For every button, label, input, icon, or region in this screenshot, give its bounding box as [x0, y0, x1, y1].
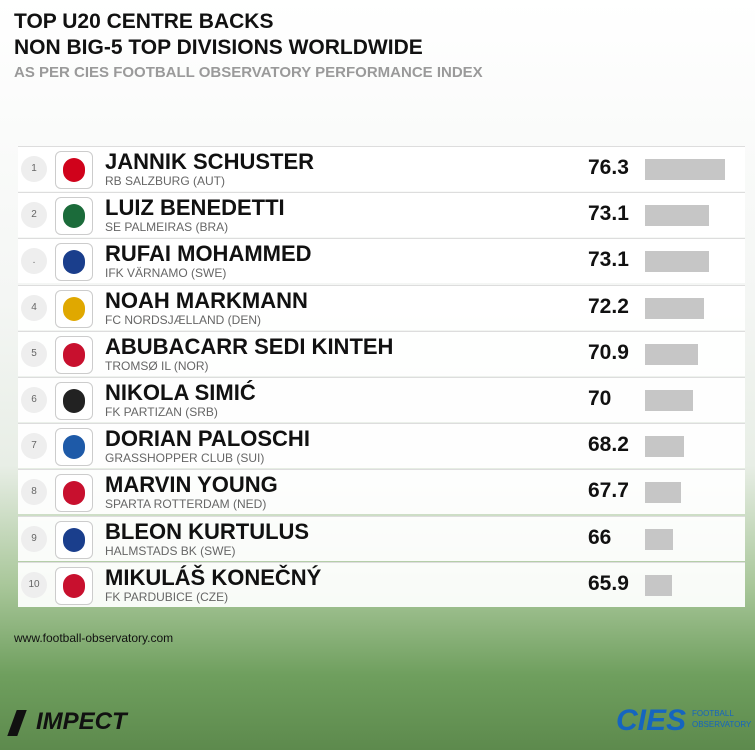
- row: 8 MARVIN YOUNG SPARTA ROTTERDAM (NED) 67.7: [18, 469, 745, 515]
- value: 72.2: [588, 294, 629, 318]
- row: 9 BLEON KURTULUS HALMSTADS BK (SWE) 66: [18, 515, 745, 561]
- club-logo: [55, 474, 93, 513]
- bar: [645, 482, 682, 504]
- club-logo: [55, 151, 93, 189]
- brand-sub: FOOTBALL OBSERVATORY: [692, 708, 751, 730]
- club-logo: [55, 289, 93, 328]
- crest: [63, 158, 85, 182]
- partner-logo: IMPECT: [7, 708, 127, 736]
- rank: 9: [21, 525, 47, 552]
- bar: [645, 205, 709, 227]
- rank: 8: [21, 479, 47, 506]
- bar: [645, 297, 705, 319]
- rank: 10: [21, 571, 47, 598]
- club-logo: [55, 335, 93, 374]
- club-logo: [55, 566, 93, 605]
- crest: [63, 481, 85, 506]
- row: . RUFAI MOHAMMED IFK VÄRNAMO (SWE) 73.1: [18, 238, 745, 284]
- bar: [645, 159, 725, 180]
- title: TOP U20 CENTRE BACKS: [14, 10, 274, 33]
- club-logo: [55, 428, 93, 467]
- player-name: ABUBACARR SEDI KINTEH: [105, 333, 394, 359]
- title: NON BIG-5 TOP DIVISIONS WORLDWIDE: [14, 36, 423, 59]
- value: 76.3: [588, 156, 629, 179]
- player-name: LUIZ BENEDETTI: [105, 195, 285, 221]
- club-name: FK PARTIZAN (SRB): [105, 405, 218, 419]
- row: 2 LUIZ BENEDETTI SE PALMEIRAS (BRA) 73.1: [18, 192, 745, 238]
- partner: IMPECT: [36, 708, 127, 735]
- player-name: MIKULÁŠ KONEČNÝ: [105, 564, 322, 590]
- club-name: FK PARDUBICE (CZE): [105, 589, 229, 604]
- crest: [63, 527, 85, 552]
- row: 6 NIKOLA SIMIĆ FK PARTIZAN (SRB) 70: [18, 377, 745, 422]
- rank: 7: [21, 433, 47, 460]
- row: 7 DORIAN PALOSCHI GRASSHOPPER CLUB (SUI) 68…: [18, 423, 745, 469]
- player-name: NIKOLA SIMIĆ: [105, 380, 256, 405]
- brand: CIES: [616, 704, 687, 737]
- bar: [645, 574, 673, 596]
- row: 4 NOAH MARKMANN FC NORDSJÆLLAND (DEN) 72.2: [18, 284, 745, 330]
- value: 73.1: [588, 248, 629, 272]
- club-name: GRASSHOPPER CLUB (SUI): [105, 451, 265, 466]
- value: 73.1: [588, 202, 629, 226]
- player-name: JANNIK SCHUSTER: [105, 149, 315, 174]
- bar: [645, 436, 684, 458]
- brand-sub-line: OBSERVATORY: [692, 720, 752, 729]
- club-logo: [55, 520, 93, 559]
- website[interactable]: www.football-observatory.com: [14, 631, 174, 645]
- club-logo: [55, 197, 93, 236]
- rank: 6: [21, 387, 47, 413]
- crest: [63, 342, 85, 367]
- club-name: FC NORDSJÆLLAND (DEN): [105, 312, 262, 327]
- bar: [645, 390, 693, 411]
- club-name: TROMSØ IL (NOR): [105, 358, 209, 373]
- brand-sub-line: FOOTBALL: [692, 709, 734, 718]
- crest: [63, 296, 85, 321]
- crest: [63, 389, 85, 413]
- club-logo: [55, 382, 93, 420]
- value: 70: [588, 387, 612, 410]
- player-name: NOAH MARKMANN: [105, 287, 308, 313]
- crest: [63, 435, 85, 460]
- value: 66: [588, 525, 612, 549]
- row: 5 ABUBACARR SEDI KINTEH TROMSØ IL (NOR) 70.…: [18, 330, 745, 376]
- club-name: SPARTA ROTTERDAM (NED): [105, 497, 267, 512]
- club-name: HALMSTADS BK (SWE): [105, 543, 236, 558]
- row: 10 MIKULÁŠ KONEČNÝ FK PARDUBICE (CZE) 65.9: [18, 561, 745, 607]
- rank: 1: [21, 156, 47, 182]
- club-logo: [55, 243, 93, 282]
- rank: 4: [21, 294, 47, 321]
- bar: [645, 251, 709, 273]
- value: 68.2: [588, 433, 629, 457]
- rank: 2: [21, 202, 47, 229]
- bar: [645, 343, 698, 365]
- crest: [63, 573, 85, 598]
- rank: 5: [21, 340, 47, 367]
- player-name: BLEON KURTULUS: [105, 518, 310, 544]
- rank: .: [21, 248, 47, 275]
- player-name: RUFAI MOHAMMED: [105, 241, 312, 267]
- subtitle: AS PER CIES FOOTBALL OBSERVATORY PERFORM…: [14, 64, 483, 81]
- club-name: RB SALZBURG (AUT): [105, 174, 226, 188]
- crest: [63, 204, 85, 229]
- club-name: SE PALMEIRAS (BRA): [105, 220, 229, 235]
- crest: [63, 250, 85, 275]
- row: 1 JANNIK SCHUSTER RB SALZBURG (AUT) 76.3: [18, 146, 745, 191]
- player-name: MARVIN YOUNG: [105, 472, 278, 498]
- value: 67.7: [588, 479, 629, 503]
- bar: [645, 528, 673, 550]
- player-name: DORIAN PALOSCHI: [105, 426, 310, 452]
- value: 65.9: [588, 571, 629, 595]
- value: 70.9: [588, 340, 629, 364]
- club-name: IFK VÄRNAMO (SWE): [105, 266, 227, 281]
